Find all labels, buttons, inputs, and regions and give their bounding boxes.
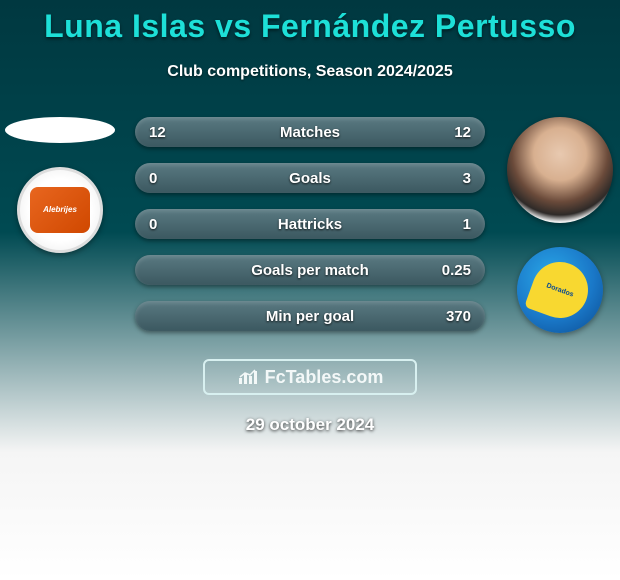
stat-row-min-per-goal: Min per goal 370 xyxy=(135,301,485,331)
stat-row-goals: 0 Goals 3 xyxy=(135,163,485,193)
stat-label: Matches xyxy=(135,124,485,141)
player-left-avatar-placeholder xyxy=(5,117,115,143)
team-right-logo: Dorados xyxy=(517,247,603,333)
stat-row-matches: 12 Matches 12 xyxy=(135,117,485,147)
team-left-logo-label: Alebrijes xyxy=(30,187,90,233)
team-left-logo: Alebrijes xyxy=(17,167,103,253)
stat-label: Hattricks xyxy=(135,216,485,233)
stats-area: Alebrijes Dorados 12 Matches 12 0 Goals … xyxy=(0,117,620,347)
date-label: 29 october 2024 xyxy=(0,415,620,435)
right-column: Dorados xyxy=(500,117,620,333)
chart-icon xyxy=(237,368,259,386)
player-right-avatar xyxy=(507,117,613,223)
brand-label: FcTables.com xyxy=(265,367,384,388)
stat-label: Goals xyxy=(135,170,485,187)
stat-bars: 12 Matches 12 0 Goals 3 0 Hattricks 1 Go… xyxy=(135,117,485,331)
page-title: Luna Islas vs Fernández Pertusso xyxy=(0,0,620,45)
stat-row-hattricks: 0 Hattricks 1 xyxy=(135,209,485,239)
team-right-logo-label: Dorados xyxy=(524,254,596,326)
stat-label: Min per goal xyxy=(135,308,485,325)
left-column: Alebrijes xyxy=(0,117,120,253)
stat-row-goals-per-match: Goals per match 0.25 xyxy=(135,255,485,285)
stat-label: Goals per match xyxy=(135,262,485,279)
brand-box: FcTables.com xyxy=(203,359,417,395)
subtitle: Club competitions, Season 2024/2025 xyxy=(0,63,620,81)
